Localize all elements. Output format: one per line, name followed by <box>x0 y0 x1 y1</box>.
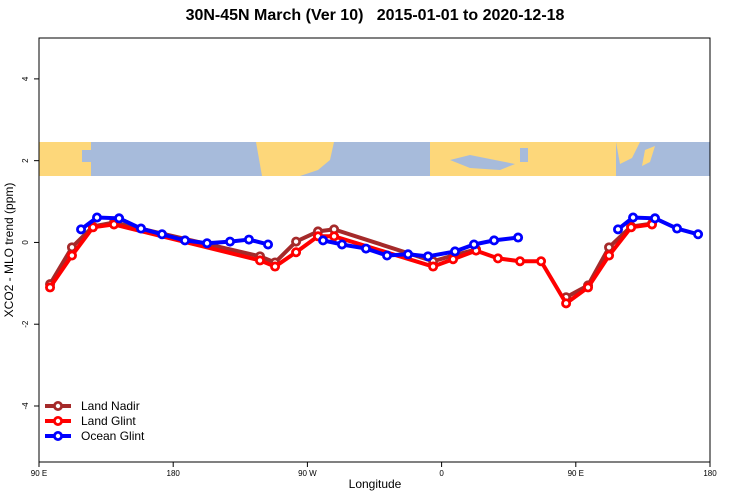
data-point <box>318 235 329 246</box>
legend-marker <box>53 400 64 411</box>
data-point <box>693 229 704 240</box>
legend-marker <box>53 415 64 426</box>
data-point <box>628 212 639 223</box>
x-tick-label: 90 E <box>568 469 584 478</box>
x-tick-label: 90 W <box>298 469 317 478</box>
data-point <box>135 223 146 234</box>
data-point <box>243 234 254 245</box>
data-point <box>291 236 302 247</box>
data-point <box>428 261 439 272</box>
legend-marker <box>53 430 64 441</box>
data-point <box>450 246 461 257</box>
data-point <box>336 239 347 250</box>
x-tick-label: 0 <box>439 469 444 478</box>
data-point <box>561 298 572 309</box>
data-point <box>270 261 281 272</box>
data-point <box>489 235 500 246</box>
data-point <box>329 231 340 242</box>
data-point <box>45 282 56 293</box>
data-point <box>92 212 103 223</box>
data-point <box>583 282 594 293</box>
data-point <box>468 239 479 250</box>
x-tick-label: 180 <box>167 469 181 478</box>
data-point <box>492 253 503 264</box>
data-point <box>612 224 623 235</box>
data-point <box>291 247 302 258</box>
data-point <box>263 239 274 250</box>
map-strip <box>39 142 710 176</box>
data-point <box>157 229 168 240</box>
data-point <box>604 250 615 261</box>
data-point <box>382 250 393 261</box>
data-point <box>109 219 120 230</box>
x-tick-label: 90 E <box>31 469 47 478</box>
plot-frame <box>38 37 711 463</box>
legend-label: Land Nadir <box>81 399 140 413</box>
y-tick-label: -4 <box>21 402 30 410</box>
legend-label: Ocean Glint <box>81 429 145 443</box>
data-point <box>423 251 434 262</box>
data-point <box>672 223 683 234</box>
y-tick-label: -2 <box>21 320 30 328</box>
y-tick-label: 4 <box>21 76 30 81</box>
legend-label: Land Glint <box>81 414 136 428</box>
data-point <box>254 255 265 266</box>
data-point <box>179 235 190 246</box>
data-point <box>114 213 125 224</box>
data-point <box>361 243 372 254</box>
chart-title: 30N-45N March (Ver 10) 2015-01-01 to 202… <box>186 7 565 24</box>
data-point <box>66 250 77 261</box>
data-point <box>626 222 637 233</box>
data-point <box>403 249 414 260</box>
data-point <box>202 238 213 249</box>
y-tick-label: 2 <box>21 158 30 163</box>
data-point <box>87 222 98 233</box>
data-point <box>515 256 526 267</box>
data-point <box>536 256 547 267</box>
data-point <box>225 236 236 247</box>
data-point <box>76 224 87 235</box>
series-line <box>48 220 653 299</box>
data-point <box>513 232 524 243</box>
series <box>76 212 704 262</box>
y-axis-label: XCO2 - MLO trend (ppm) <box>2 183 16 318</box>
data-point <box>448 254 459 265</box>
data-point <box>649 213 660 224</box>
x-axis-label: Longitude <box>349 477 402 491</box>
x-tick-label: 180 <box>703 469 717 478</box>
y-tick-label: 0 <box>21 240 30 245</box>
